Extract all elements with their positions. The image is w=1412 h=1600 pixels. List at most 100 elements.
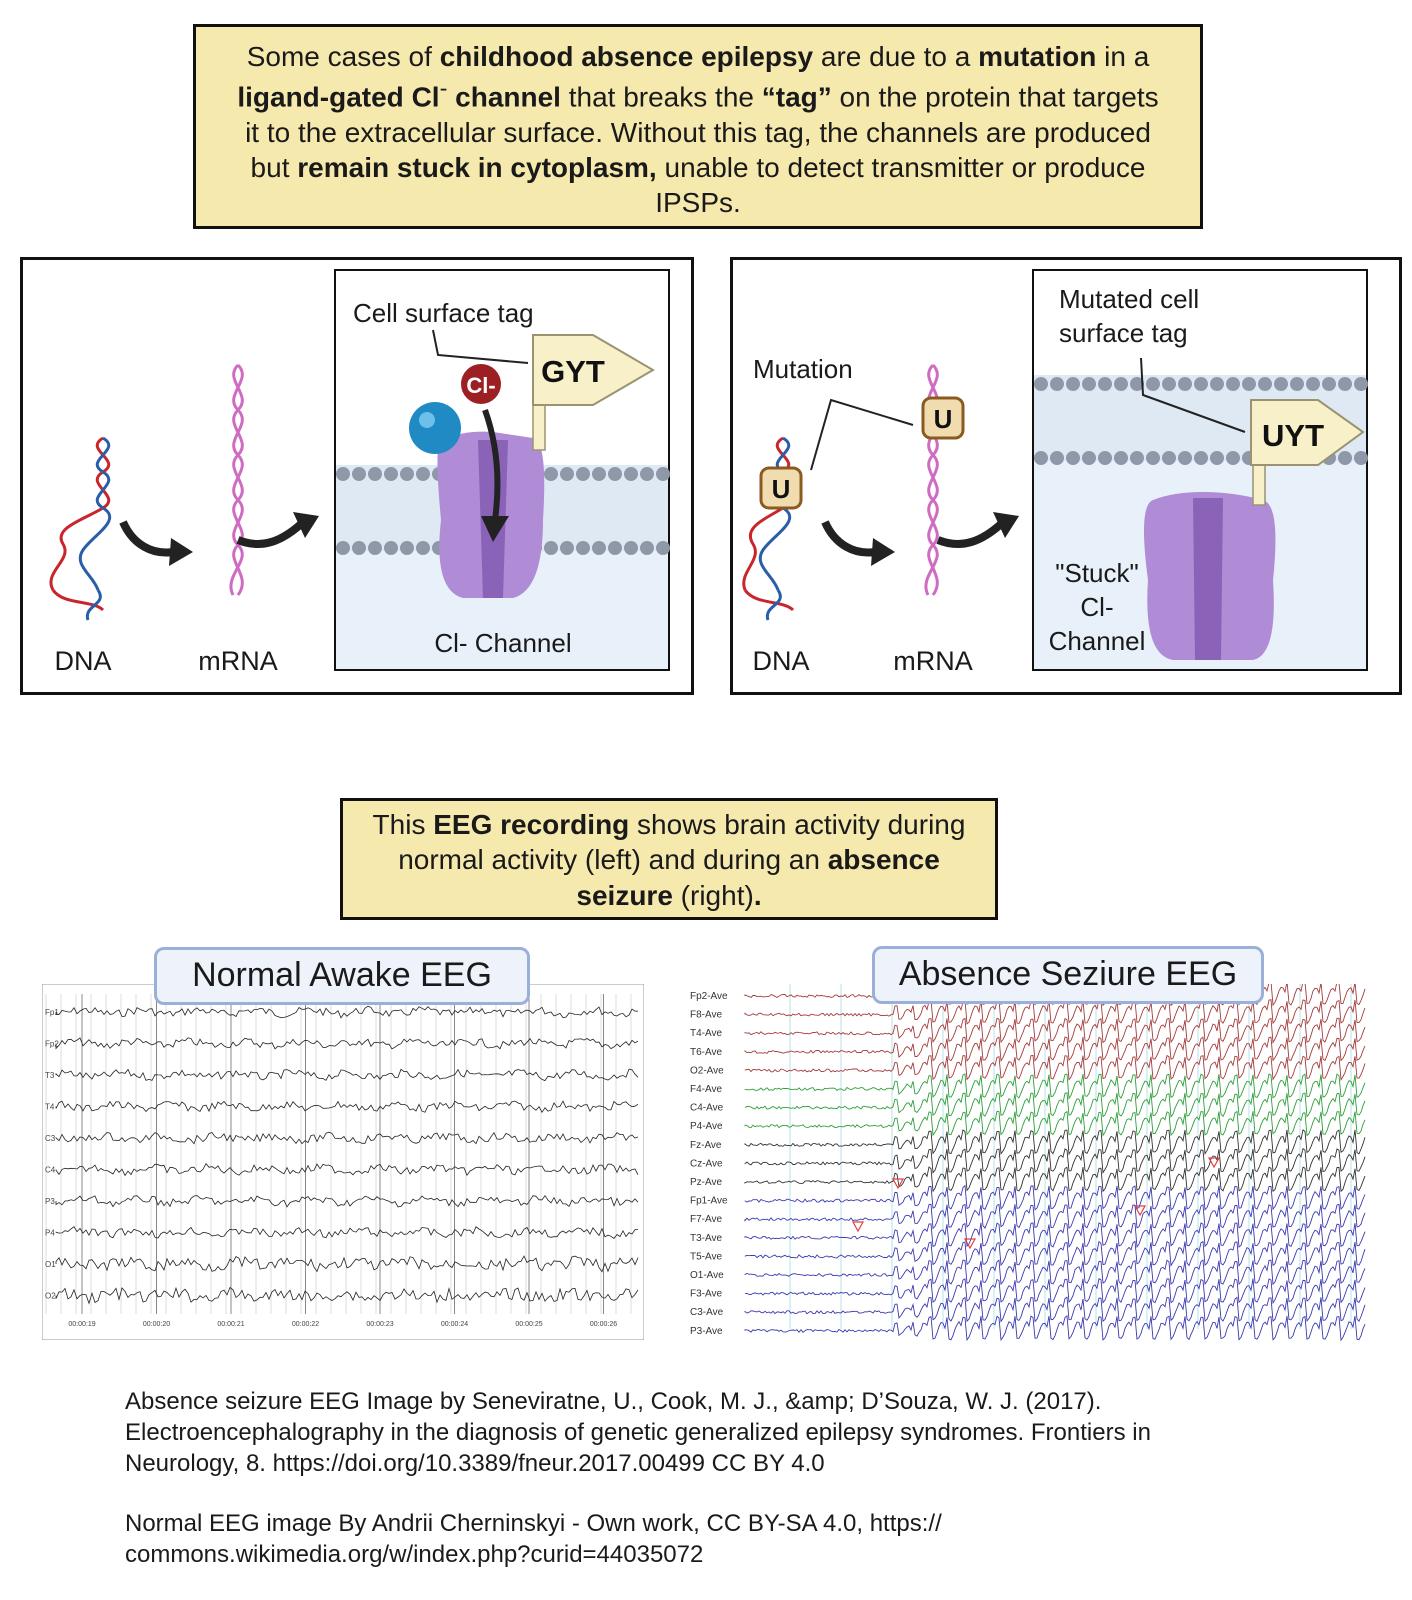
eeg-caption-textbox: This EEG recording shows brain activity …	[340, 798, 998, 920]
arrow-icon	[821, 520, 876, 557]
normal-eeg-channel-label: O2	[45, 1292, 56, 1301]
onset-marker-icon	[891, 1178, 905, 1190]
stuck-chloride-channel-icon	[1144, 492, 1276, 660]
normal-eeg-trace	[55, 1037, 639, 1050]
normal-eeg-time-label: 00:00:22	[292, 1321, 319, 1328]
absence-eeg-trace	[744, 1203, 1366, 1230]
absence-eeg-channel-label: F4-Ave	[690, 1084, 722, 1095]
dna-label: DNA	[752, 646, 809, 676]
text-segment: This	[372, 809, 434, 840]
tag-label: Cell surface tag	[353, 298, 534, 328]
text-segment: (right)	[672, 879, 754, 911]
absence-eeg-channel-label: O1-Ave	[690, 1270, 724, 1281]
normal-eeg-time-label: 00:00:24	[441, 1321, 468, 1328]
normal-eeg-trace	[55, 1005, 639, 1019]
onset-marker-icon	[1133, 1205, 1147, 1217]
tag-pointer-line	[1140, 357, 1246, 433]
dna-helix-icon	[742, 436, 795, 621]
mutant-channel-panel: U U Mutation UYT Mutat	[730, 257, 1402, 695]
tag-pointer-line	[432, 329, 529, 364]
absence-eeg-trace	[744, 1092, 1366, 1118]
text-segment: in a	[1096, 41, 1150, 72]
mrna-label: mRNA	[198, 646, 278, 676]
stuck-label-line2: Cl-	[1080, 592, 1113, 622]
absence-eeg-channel-label: Fp1-Ave	[690, 1196, 728, 1207]
absence-eeg-trace	[744, 1184, 1366, 1211]
absence-eeg-credit: Absence seizure EEG Image by Seneviratne…	[125, 1388, 1151, 1477]
dna-label: DNA	[54, 646, 111, 676]
tag-code: GYT	[541, 354, 605, 389]
mrna-strand-icon	[229, 363, 244, 596]
text-segment: childhood absence epilepsy	[439, 41, 814, 72]
chloride-ion-icon: Cl-	[461, 364, 501, 404]
absence-eeg-channel-label: O2-Ave	[690, 1065, 724, 1076]
normal-eeg-channel-label: P3	[45, 1197, 55, 1206]
mutation-marker-mrna: U	[921, 396, 965, 440]
absence-eeg-chart: Fp2-Ave F8-Ave T4-Ave T6-Ave O2-Ave F4-Ave C4-…	[690, 984, 1366, 1342]
normal-eeg-trace	[55, 1286, 639, 1305]
absence-eeg-channel-label: T4-Ave	[690, 1028, 722, 1039]
absence-eeg-channel-label: P4-Ave	[690, 1121, 723, 1132]
normal-eeg-trace	[55, 1131, 639, 1145]
normal-eeg-time-label: 00:00:20	[143, 1321, 170, 1328]
normal-eeg-channel-label: T3	[45, 1071, 55, 1080]
normal-eeg-trace	[55, 1100, 639, 1113]
normal-channel-diagram: Cl- GYT Cell surface tag Cl- Channel DNA…	[49, 269, 670, 676]
mutation-label: Mutation	[753, 354, 853, 384]
normal-eeg-time-label: 00:00:19	[68, 1321, 95, 1328]
chloride-channel-icon	[437, 431, 545, 598]
mutation-pointer-line	[810, 398, 914, 471]
normal-eeg-channel-label: Fp2	[45, 1040, 59, 1049]
text-segment: .	[753, 879, 762, 911]
absence-eeg-trace	[744, 1296, 1366, 1323]
absence-eeg-channel-label: T5-Ave	[690, 1251, 722, 1262]
onset-marker-icon	[851, 1221, 865, 1233]
svg-text:U: U	[934, 404, 953, 434]
absence-eeg-trace	[744, 1222, 1366, 1249]
absence-eeg-trace	[744, 1073, 1366, 1100]
absence-eeg-trace	[744, 1315, 1366, 1342]
stuck-label-line1: "Stuck"	[1055, 558, 1138, 588]
absence-eeg-channel-label: T6-Ave	[690, 1047, 722, 1058]
normal-eeg-channel-label: C3	[45, 1134, 56, 1143]
normal-eeg-trace	[55, 1162, 639, 1177]
text-segment: remain stuck in cytoplasm,	[297, 152, 657, 184]
text-segment: shows brain activity during normal activ…	[398, 809, 966, 876]
ion-flow-arrow-icon	[482, 408, 501, 521]
intro-textbox: Some cases of childhood absence epilepsy…	[193, 24, 1203, 229]
absence-eeg-channel-label: F3-Ave	[690, 1289, 722, 1300]
text-segment: “tag”	[761, 81, 832, 113]
mrna-label: mRNA	[893, 646, 973, 676]
normal-eeg-trace	[55, 1068, 639, 1082]
normal-eeg-channel-label: C4	[45, 1166, 56, 1175]
absence-eeg-trace	[744, 1129, 1366, 1156]
normal-eeg-time-label: 00:00:26	[590, 1321, 617, 1328]
normal-eeg-channel-label: T4	[45, 1103, 55, 1112]
normal-eeg-channel-label: P4	[45, 1229, 55, 1238]
absence-eeg-channel-label: C4-Ave	[690, 1103, 724, 1114]
onset-marker-icon	[963, 1238, 977, 1250]
absence-eeg-channel-label: P3-Ave	[690, 1326, 723, 1337]
text-segment: absence seizure	[576, 844, 940, 911]
onset-marker-icon	[1207, 1157, 1221, 1169]
absence-eeg-trace	[744, 1054, 1366, 1082]
text-segment: mutation	[978, 41, 1097, 72]
absence-eeg-channel-label: Fz-Ave	[690, 1140, 722, 1151]
absence-eeg-channel-label: Cz-Ave	[690, 1158, 723, 1169]
absence-eeg-trace	[744, 1110, 1366, 1137]
surface-tag-icon: GYT	[532, 334, 655, 451]
normal-eeg-time-label: 00:00:25	[515, 1321, 542, 1328]
text-segment: ligand-gated Cl	[237, 81, 440, 113]
mutation-marker-dna: U	[759, 466, 803, 510]
absence-eeg-channel-label: F7-Ave	[690, 1214, 722, 1225]
arrow-icon	[119, 520, 174, 557]
text-segment: -	[439, 75, 448, 102]
channel-label: Cl- Channel	[434, 628, 571, 658]
absence-eeg-channel-label: Pz-Ave	[690, 1177, 722, 1188]
normal-eeg-credit: Normal EEG image By Andrii Cherninskyi -…	[125, 1510, 942, 1568]
text-segment: are due to a	[813, 41, 979, 72]
mutated-tag-label-line1: Mutated cell	[1059, 284, 1199, 314]
normal-eeg-title: Normal Awake EEG	[154, 947, 530, 1005]
absence-eeg-title: Absence Seziure EEG	[872, 946, 1264, 1004]
absence-eeg-trace	[744, 1017, 1366, 1044]
